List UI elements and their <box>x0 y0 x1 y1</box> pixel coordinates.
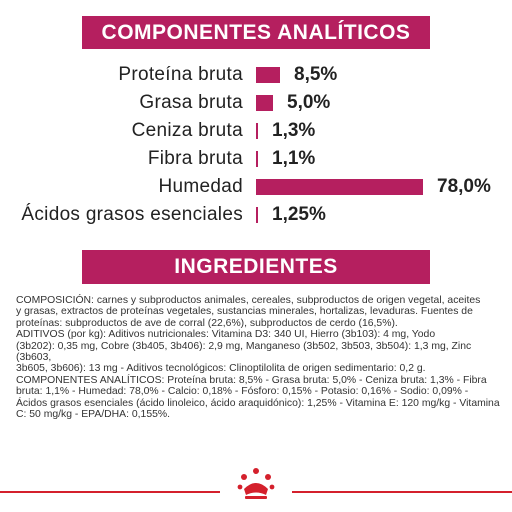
analytics-label: Humedad <box>158 176 243 197</box>
ingredients-line: COMPONENTES ANALÍTICOS: Proteína bruta: … <box>16 374 487 386</box>
analytics-row: Humedad 78,0% <box>0 175 512 199</box>
analytics-value: 8,5% <box>294 64 338 85</box>
analytics-bar <box>256 123 258 139</box>
ingredients-line: COMPOSICIÓN: carnes y subproductos anima… <box>16 295 481 306</box>
analytics-value: 1,3% <box>272 120 316 141</box>
analytics-bar <box>256 151 258 167</box>
ingredients-line: proteínas: subproductos de ave de corral… <box>16 317 398 329</box>
analytics-row: Ceniza bruta 1,3% <box>0 119 512 143</box>
analytics-label: Ceniza bruta <box>131 120 243 141</box>
analytics-row: Grasa bruta 5,0% <box>0 91 512 115</box>
ingredients-line: C: 50 mg/kg - EPA/DHA: 0,155%. <box>16 409 170 421</box>
analytics-section-title: COMPONENTES ANALÍTICOS <box>82 16 430 49</box>
analytics-value: 5,0% <box>287 92 331 113</box>
analytics-row: Ácidos grasos esenciales 1,25% <box>0 203 512 227</box>
ingredients-section-title: INGREDIENTES <box>82 250 430 284</box>
analytics-bar <box>256 179 423 195</box>
analytics-label: Proteína bruta <box>118 64 243 85</box>
ingredients-line: bruta: 1,1% - Humedad: 78,0% - Calcio: 0… <box>16 386 469 398</box>
ingredients-text: COMPOSICIÓN: carnes y subproductos anima… <box>16 295 502 420</box>
analytics-value: 1,1% <box>272 148 316 169</box>
footer-divider-left <box>0 491 220 493</box>
analytics-row: Fibra bruta 1,1% <box>0 147 512 171</box>
ingredients-line: (3b202): 0,35 mg, Cobre (3b405, 3b406): … <box>16 340 472 364</box>
ingredients-line: y grasas, extractos de proteínas vegetal… <box>16 306 473 318</box>
analytics-label: Fibra bruta <box>147 148 243 169</box>
analytics-bar <box>256 207 258 223</box>
ingredients-line: Ácidos grasos esenciales (ácido linoleic… <box>16 397 500 409</box>
ingredients-line: 3b605, 3b606): 13 mg - Aditivos tecnológ… <box>16 363 426 375</box>
analytics-label: Ácidos grasos esenciales <box>21 204 243 225</box>
analytics-value: 1,25% <box>272 204 326 225</box>
footer-divider-right <box>292 491 512 493</box>
analytics-label: Grasa bruta <box>139 92 243 113</box>
ingredients-line: ADITIVOS (por kg): Aditivos nutricionale… <box>16 329 436 341</box>
analytics-row: Proteína bruta 8,5% <box>0 63 512 87</box>
analytics-bar <box>256 95 273 111</box>
royal-crown-icon <box>237 468 275 499</box>
analytics-value: 78,0% <box>437 176 491 197</box>
analytics-bar <box>256 67 280 83</box>
